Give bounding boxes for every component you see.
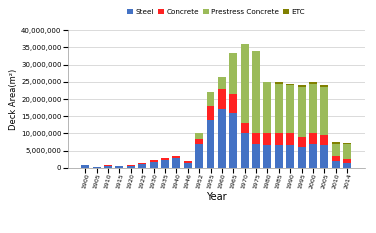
Bar: [286, 133, 294, 145]
Bar: [127, 166, 135, 168]
Bar: [206, 92, 214, 106]
Bar: [332, 161, 340, 168]
Bar: [195, 139, 203, 144]
Bar: [206, 120, 214, 168]
Bar: [264, 133, 271, 145]
Bar: [298, 137, 306, 147]
Bar: [298, 87, 306, 137]
X-axis label: Year: Year: [206, 192, 226, 202]
Bar: [332, 142, 340, 144]
Bar: [229, 94, 237, 113]
Bar: [104, 166, 112, 168]
Bar: [241, 133, 249, 168]
Bar: [127, 165, 135, 166]
Bar: [332, 144, 340, 156]
Bar: [286, 84, 294, 85]
Legend: Steel, Concrete, Prestress Concrete, ETC: Steel, Concrete, Prestress Concrete, ETC: [127, 9, 305, 15]
Bar: [252, 133, 260, 144]
Y-axis label: Deck Area(m²): Deck Area(m²): [9, 69, 18, 130]
Bar: [343, 143, 351, 144]
Bar: [229, 113, 237, 168]
Bar: [275, 82, 283, 84]
Bar: [150, 160, 158, 161]
Bar: [161, 158, 169, 160]
Bar: [241, 44, 249, 123]
Bar: [343, 159, 351, 163]
Bar: [241, 123, 249, 133]
Bar: [195, 133, 203, 139]
Bar: [229, 53, 237, 94]
Bar: [264, 145, 271, 168]
Bar: [172, 158, 180, 168]
Bar: [320, 87, 328, 135]
Bar: [264, 82, 271, 133]
Bar: [320, 85, 328, 87]
Bar: [195, 144, 203, 168]
Bar: [218, 89, 226, 109]
Bar: [92, 167, 100, 168]
Bar: [252, 51, 260, 133]
Bar: [252, 144, 260, 168]
Bar: [286, 85, 294, 133]
Bar: [138, 164, 146, 168]
Bar: [298, 85, 306, 87]
Bar: [104, 165, 112, 166]
Bar: [309, 144, 317, 168]
Bar: [343, 163, 351, 168]
Bar: [218, 109, 226, 168]
Bar: [320, 135, 328, 145]
Bar: [161, 160, 169, 168]
Bar: [309, 84, 317, 133]
Bar: [309, 133, 317, 144]
Bar: [275, 133, 283, 145]
Bar: [275, 84, 283, 133]
Bar: [218, 77, 226, 89]
Bar: [206, 106, 214, 120]
Bar: [275, 145, 283, 168]
Bar: [332, 156, 340, 161]
Bar: [138, 163, 146, 164]
Bar: [309, 82, 317, 84]
Bar: [81, 165, 89, 168]
Bar: [115, 166, 123, 168]
Bar: [172, 156, 180, 158]
Bar: [343, 144, 351, 159]
Bar: [184, 161, 192, 163]
Bar: [298, 147, 306, 168]
Bar: [286, 145, 294, 168]
Bar: [150, 161, 158, 168]
Bar: [320, 145, 328, 168]
Bar: [184, 163, 192, 168]
